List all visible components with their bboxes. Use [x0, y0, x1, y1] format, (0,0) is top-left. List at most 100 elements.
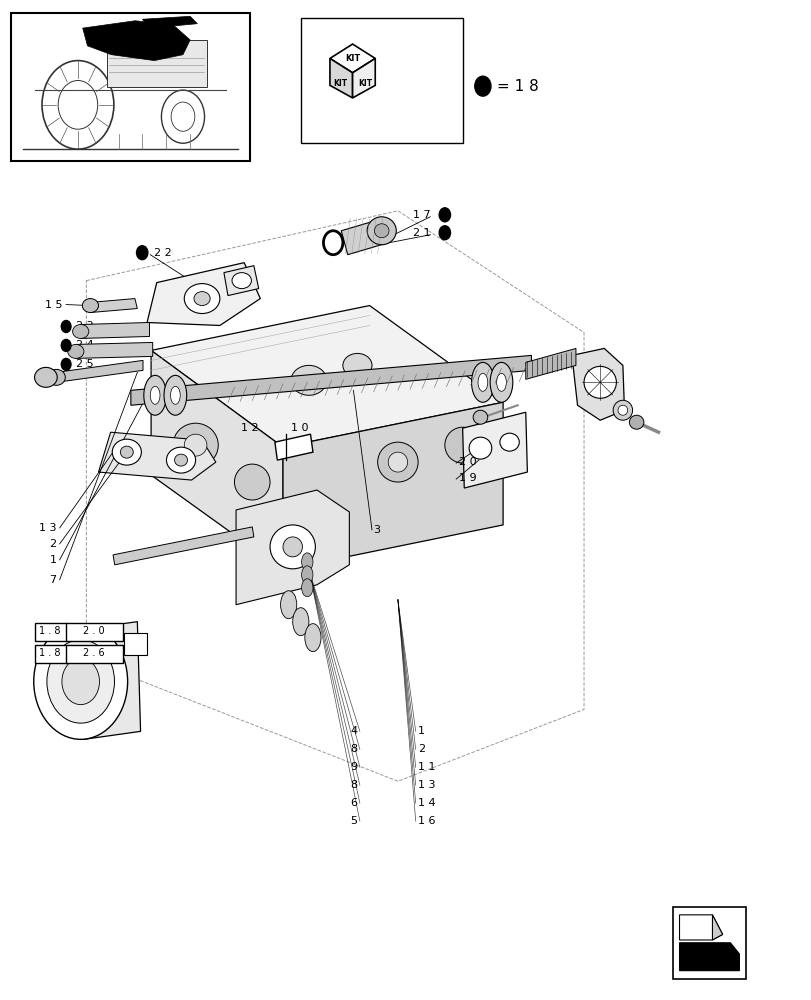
- Polygon shape: [88, 299, 137, 313]
- Ellipse shape: [48, 369, 65, 385]
- Ellipse shape: [473, 410, 487, 424]
- Text: 2: 2: [418, 744, 425, 754]
- Text: = 1 8: = 1 8: [496, 79, 538, 94]
- Polygon shape: [131, 355, 530, 405]
- Ellipse shape: [304, 624, 320, 652]
- Text: 1 . 8: 1 . 8: [39, 626, 61, 636]
- Polygon shape: [275, 434, 312, 460]
- Text: KIT: KIT: [345, 54, 360, 63]
- Circle shape: [47, 640, 114, 723]
- Polygon shape: [106, 40, 207, 87]
- Ellipse shape: [617, 405, 627, 415]
- Polygon shape: [80, 622, 140, 739]
- Circle shape: [474, 76, 491, 96]
- Ellipse shape: [184, 284, 220, 314]
- Text: 2 . 0: 2 . 0: [83, 626, 105, 636]
- Ellipse shape: [184, 434, 207, 456]
- Text: 1 6: 1 6: [418, 816, 436, 826]
- Text: 1: 1: [49, 555, 56, 565]
- Text: KIT: KIT: [358, 79, 372, 88]
- Text: 1 5: 1 5: [45, 300, 62, 310]
- Ellipse shape: [388, 452, 407, 472]
- Ellipse shape: [469, 437, 491, 459]
- Text: 2 . 6: 2 . 6: [83, 648, 105, 658]
- Ellipse shape: [290, 365, 326, 395]
- Text: 1 . 8: 1 . 8: [39, 648, 61, 658]
- Ellipse shape: [164, 375, 187, 415]
- Text: 1 4: 1 4: [418, 798, 436, 808]
- Ellipse shape: [232, 273, 251, 289]
- Text: 6: 6: [350, 798, 357, 808]
- Ellipse shape: [112, 439, 141, 465]
- Polygon shape: [679, 943, 739, 971]
- Ellipse shape: [471, 362, 494, 402]
- Text: 1: 1: [418, 726, 425, 736]
- Ellipse shape: [67, 344, 84, 358]
- Ellipse shape: [342, 353, 371, 377]
- Ellipse shape: [283, 537, 302, 557]
- Polygon shape: [75, 342, 152, 358]
- Polygon shape: [56, 360, 143, 382]
- Text: 2 0: 2 0: [458, 457, 475, 467]
- Polygon shape: [147, 263, 260, 325]
- Text: 1 3: 1 3: [39, 523, 56, 533]
- Polygon shape: [151, 306, 503, 447]
- Text: 5: 5: [350, 816, 357, 826]
- Ellipse shape: [374, 224, 388, 238]
- Text: 7: 7: [49, 575, 56, 585]
- Circle shape: [439, 226, 450, 240]
- Ellipse shape: [173, 423, 218, 467]
- Ellipse shape: [174, 454, 187, 466]
- Polygon shape: [113, 527, 254, 565]
- Ellipse shape: [490, 362, 513, 402]
- Polygon shape: [711, 915, 722, 940]
- Ellipse shape: [82, 299, 98, 313]
- Circle shape: [61, 320, 71, 332]
- Text: 2 5: 2 5: [75, 359, 93, 369]
- Polygon shape: [98, 432, 216, 480]
- Text: 2: 2: [49, 539, 56, 549]
- Ellipse shape: [270, 525, 315, 569]
- Bar: [124, 633, 147, 655]
- Bar: [300, 18, 462, 143]
- Text: 9: 9: [350, 762, 357, 772]
- Ellipse shape: [377, 442, 418, 482]
- Ellipse shape: [150, 386, 160, 404]
- Polygon shape: [571, 348, 624, 420]
- Polygon shape: [329, 58, 352, 98]
- Polygon shape: [142, 16, 197, 28]
- Ellipse shape: [301, 566, 312, 584]
- Bar: [11, 13, 250, 161]
- Ellipse shape: [367, 217, 396, 245]
- Ellipse shape: [144, 375, 166, 415]
- Ellipse shape: [35, 367, 57, 387]
- Text: 2 1: 2 1: [412, 228, 430, 238]
- Ellipse shape: [72, 324, 88, 338]
- Ellipse shape: [292, 608, 308, 636]
- Text: 1 1: 1 1: [418, 762, 436, 772]
- Circle shape: [136, 246, 148, 260]
- Bar: [36, 645, 122, 663]
- Polygon shape: [83, 21, 190, 61]
- Text: 8: 8: [350, 744, 357, 754]
- Bar: [36, 623, 122, 641]
- Text: 2 4: 2 4: [75, 340, 93, 350]
- Ellipse shape: [301, 553, 312, 571]
- Ellipse shape: [281, 591, 296, 619]
- Circle shape: [62, 658, 99, 705]
- Circle shape: [61, 339, 71, 351]
- Bar: [672, 907, 745, 979]
- Ellipse shape: [234, 464, 270, 500]
- Polygon shape: [151, 350, 283, 570]
- Text: 4: 4: [350, 726, 357, 736]
- Ellipse shape: [500, 433, 519, 451]
- Text: 1 7: 1 7: [412, 210, 430, 220]
- Text: 1 3: 1 3: [418, 780, 436, 790]
- Circle shape: [34, 624, 127, 739]
- Ellipse shape: [629, 415, 643, 429]
- Polygon shape: [352, 58, 375, 98]
- Text: 1 9: 1 9: [458, 473, 475, 483]
- Ellipse shape: [478, 373, 487, 391]
- Ellipse shape: [170, 386, 180, 404]
- Polygon shape: [224, 266, 259, 296]
